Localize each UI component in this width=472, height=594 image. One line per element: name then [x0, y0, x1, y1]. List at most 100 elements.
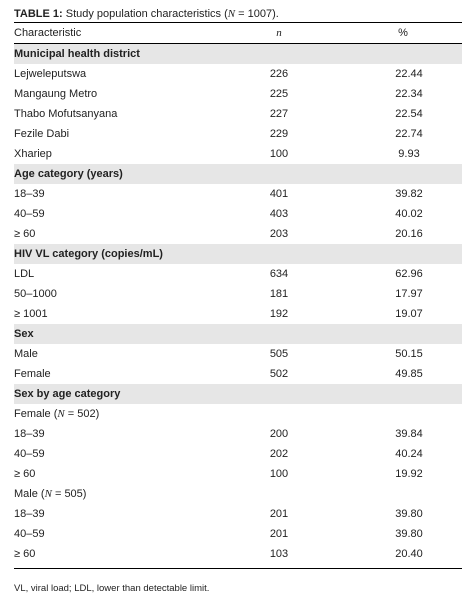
table-row: Lejweleputswa 226 22.44 [14, 64, 462, 84]
caption-label: TABLE 1: [14, 8, 63, 20]
row-n: 103 [269, 548, 289, 560]
table-row: 18–39 401 39.82 [14, 184, 462, 204]
row-label: Thabo Mofutsanyana [14, 108, 118, 120]
row-label: 40–59 [14, 528, 45, 540]
table-row: Mangaung Metro 225 22.34 [14, 84, 462, 104]
header-characteristic: Characteristic [14, 23, 214, 44]
header-percent: % [344, 23, 462, 44]
section-row: Sex by age category [14, 384, 462, 404]
row-percent: 39.84 [395, 428, 423, 440]
table-row: 18–39 201 39.80 [14, 504, 462, 524]
section-label: Municipal health district [14, 43, 462, 64]
header-row: Characteristic n % [14, 23, 462, 44]
row-label: 18–39 [14, 508, 45, 520]
table-body: Municipal health district Lejweleputswa 22… [14, 43, 462, 565]
row-n: 225 [269, 88, 289, 100]
row-percent: 39.80 [395, 508, 423, 520]
section-label: Sex [14, 324, 462, 344]
row-percent: 9.93 [398, 148, 420, 160]
row-label: 18–39 [14, 428, 45, 440]
row-label: Xhariep [14, 148, 52, 160]
row-n: 201 [269, 528, 289, 540]
caption-text-before: Study population characteristics ( [62, 8, 228, 20]
table-row: 40–59 202 40.24 [14, 444, 462, 464]
table-row: Thabo Mofutsanyana 227 22.54 [14, 104, 462, 124]
row-label: ≥ 1001 [14, 308, 48, 320]
row-percent: 20.40 [395, 548, 423, 560]
table-container: TABLE 1: Study population characteristic… [14, 6, 462, 594]
row-n: 100 [269, 468, 289, 480]
table-row: 18–39 200 39.84 [14, 424, 462, 444]
table-row: LDL 634 62.96 [14, 264, 462, 284]
row-percent: 39.82 [395, 188, 423, 200]
row-percent: 22.34 [395, 88, 423, 100]
row-label: 40–59 [14, 448, 45, 460]
row-n: 202 [269, 448, 289, 460]
table-row: ≥ 60 203 20.16 [14, 224, 462, 244]
caption-n-symbol: N [227, 8, 236, 20]
subsection-row: Male (N = 505) [14, 484, 462, 504]
section-label: HIV VL category (copies/mL) [14, 244, 462, 264]
table-caption: TABLE 1: Study population characteristic… [14, 6, 462, 23]
row-percent: 39.80 [395, 528, 423, 540]
subsection-label: Female (N = 502) [14, 404, 462, 424]
section-row: Sex [14, 324, 462, 344]
row-label: ≥ 60 [14, 228, 36, 240]
subsection-row: Female (N = 502) [14, 404, 462, 424]
row-percent: 20.16 [395, 228, 423, 240]
row-label: Male [14, 348, 38, 360]
table-row: Fezile Dabi 229 22.74 [14, 124, 462, 144]
table-row: ≥ 60 100 19.92 [14, 464, 462, 484]
row-percent: 22.44 [395, 68, 423, 80]
table-row: Xhariep 100 9.93 [14, 144, 462, 164]
row-label: Lejweleputswa [14, 68, 87, 80]
row-label: 50–1000 [14, 288, 57, 300]
table-row: 40–59 201 39.80 [14, 524, 462, 544]
table-row: Female 502 49.85 [14, 364, 462, 384]
row-label: ≥ 60 [14, 468, 36, 480]
header-n: n [214, 23, 344, 44]
characteristics-table: Characteristic n % Municipal health dist… [14, 23, 462, 564]
section-row: Municipal health district [14, 43, 462, 64]
row-n: 229 [269, 128, 289, 140]
row-percent: 40.02 [395, 208, 423, 220]
row-label: Fezile Dabi [14, 128, 70, 140]
row-percent: 19.92 [395, 468, 423, 480]
table-row: ≥ 60 103 20.40 [14, 544, 462, 564]
row-n: 401 [269, 188, 289, 200]
table-row: 50–1000 181 17.97 [14, 284, 462, 304]
row-n: 192 [269, 308, 289, 320]
row-percent: 19.07 [395, 308, 423, 320]
section-label: Age category (years) [14, 164, 462, 184]
row-percent: 40.24 [395, 448, 423, 460]
row-n: 226 [269, 68, 289, 80]
table-row: Male 505 50.15 [14, 344, 462, 364]
table-row: ≥ 1001 192 19.07 [14, 304, 462, 324]
row-label: Mangaung Metro [14, 88, 98, 100]
row-label: 40–59 [14, 208, 45, 220]
row-percent: 17.97 [395, 288, 423, 300]
bottom-rule [14, 568, 462, 569]
section-label: Sex by age category [14, 384, 462, 404]
row-label: Female [14, 368, 51, 380]
row-n: 634 [269, 268, 289, 280]
row-n: 100 [269, 148, 289, 160]
row-percent: 62.96 [395, 268, 423, 280]
row-n: 203 [269, 228, 289, 240]
row-label: LDL [14, 268, 35, 280]
row-n: 227 [269, 108, 289, 120]
row-n: 403 [269, 208, 289, 220]
row-percent: 50.15 [395, 348, 423, 360]
subsection-label: Male (N = 505) [14, 484, 462, 504]
row-percent: 22.74 [395, 128, 423, 140]
row-n: 181 [269, 288, 289, 300]
table-row: 40–59 403 40.02 [14, 204, 462, 224]
footnote: VL, viral load; LDL, lower than detectab… [14, 583, 210, 594]
row-n: 505 [269, 348, 289, 360]
row-n: 200 [269, 428, 289, 440]
section-row: Age category (years) [14, 164, 462, 184]
caption-text-after: = 1007). [235, 8, 279, 20]
row-percent: 22.54 [395, 108, 423, 120]
row-label: ≥ 60 [14, 548, 36, 560]
row-label: 18–39 [14, 188, 45, 200]
